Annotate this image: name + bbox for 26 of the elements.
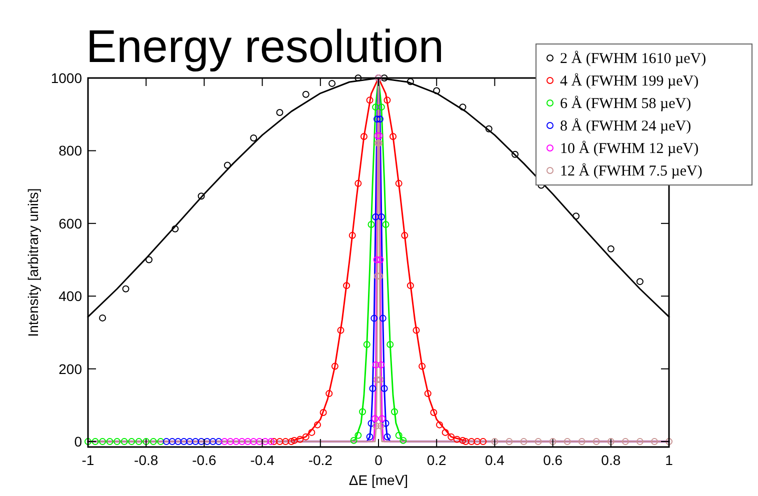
- legend-label: 8 Å (FWHM 24 µeV): [560, 118, 692, 134]
- legend-label: 6 Å (FWHM 58 µeV): [560, 95, 692, 112]
- y-tick-label: 400: [58, 288, 82, 304]
- x-tick-label: -0.8: [134, 452, 158, 468]
- x-tick-label: 0.4: [484, 452, 505, 468]
- y-tick-label: 200: [58, 360, 82, 377]
- x-tick-label: 0.8: [601, 452, 621, 468]
- chart-title: Energy resolution: [86, 20, 444, 72]
- y-tick-label: 800: [58, 142, 82, 159]
- x-tick-label: 0.2: [426, 452, 447, 468]
- legend-label: 12 Å (FWHM 7.5 µeV): [560, 162, 702, 180]
- x-tick-label: 1: [665, 452, 674, 468]
- y-axis-title: Intensity [arbitrary units]: [25, 188, 41, 337]
- legend-label: 10 Å (FWHM 12 µeV): [560, 140, 699, 157]
- x-tick-label: 0: [374, 452, 383, 468]
- x-tick-label: -1: [82, 452, 94, 468]
- y-tick-label: 0: [74, 434, 82, 450]
- x-tick-label: 0.6: [543, 452, 563, 468]
- x-tick-label: -0.6: [192, 452, 216, 468]
- x-tick-label: -0.4: [250, 452, 275, 468]
- y-tick-label: 600: [58, 215, 82, 232]
- y-tick-label: 1000: [50, 70, 82, 86]
- x-tick-label: -0.2: [308, 452, 333, 468]
- x-axis-title: ΔE [meV]: [348, 472, 408, 488]
- legend-label: 2 Å (FWHM 1610 µeV): [560, 50, 706, 67]
- legend-label: 4 Å (FWHM 199 µeV): [560, 72, 699, 90]
